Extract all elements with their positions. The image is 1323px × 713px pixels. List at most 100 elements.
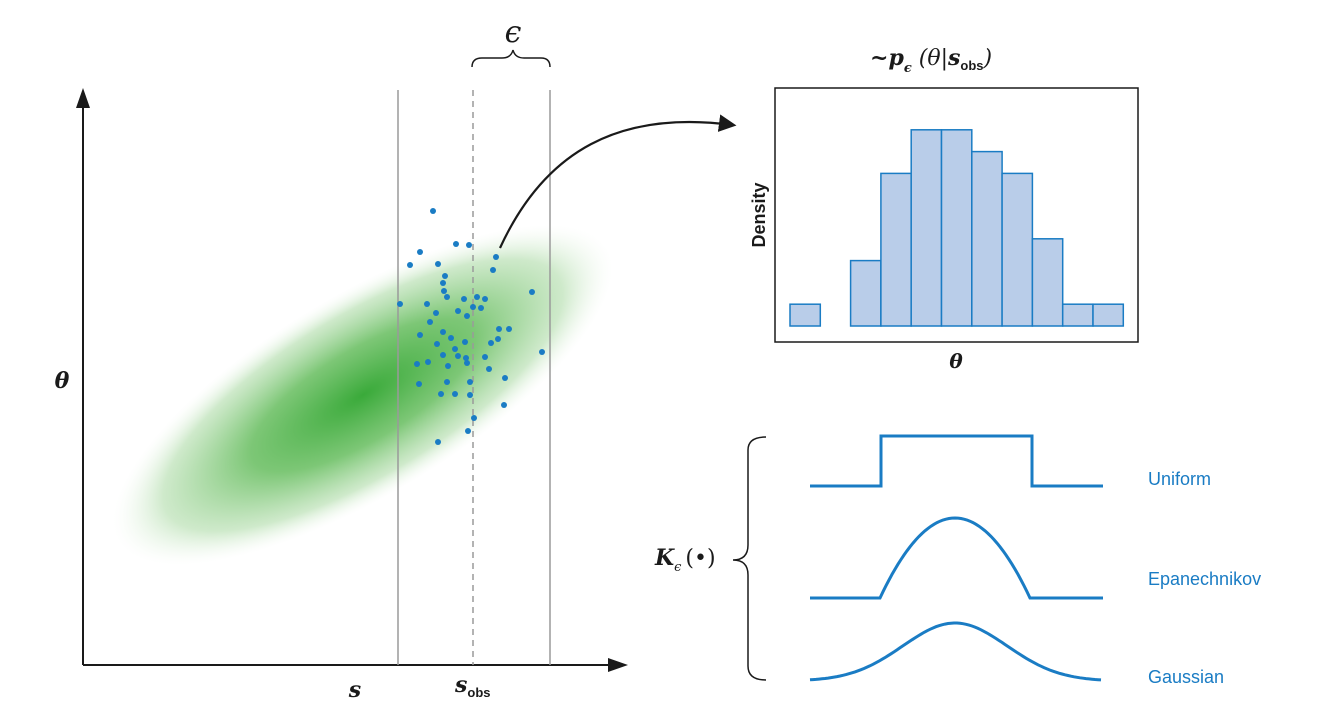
y-axis-arrow [76,88,90,108]
title-p-subscript: ϵ [904,61,912,76]
title-p: p [888,45,904,71]
title-args-close: ) [983,46,993,71]
histogram-panel: ~pϵ (θ|sobs) Density θ [749,45,1139,373]
epanechnikov-kernel-label: Epanechnikov [1148,569,1261,589]
kernel-label-k: K [654,545,675,571]
sample-point [440,280,446,286]
histogram-bar [971,150,1003,327]
sample-point [444,379,450,385]
histogram-bar [880,172,912,327]
x-axis-label: s [348,677,361,703]
kernel-label-arg: (•) [685,546,715,571]
sample-point [486,366,492,372]
sample-point [433,310,439,316]
sample-point [452,346,458,352]
sample-point [435,261,441,267]
sample-point [462,339,468,345]
sample-point [448,335,454,341]
kernel-label-subscript: ϵ [674,560,682,575]
histogram-bar [1001,172,1034,327]
kernel-panel: Kϵ (•) Uniform Epanechnikov Gaussian [654,434,1261,687]
histogram-title: ~pϵ (θ|sobs) [870,45,992,76]
sample-point [427,319,433,325]
sample-point [461,296,467,302]
sample-point [397,301,403,307]
sample-point [417,249,423,255]
histogram-bar [1092,303,1125,327]
sample-point [440,329,446,335]
sample-point [501,402,507,408]
joint-density-ellipse [113,225,613,565]
title-s: s [947,45,960,71]
sample-point [465,428,471,434]
sample-point [464,313,470,319]
sample-point [434,341,440,347]
s-obs-subscript: obs [467,685,490,700]
histogram-bar [1031,238,1064,327]
sample-point [430,208,436,214]
sample-point [455,308,461,314]
title-s-subscript: obs [960,58,983,73]
epsilon-brace [471,49,551,68]
sample-point [496,326,502,332]
epsilon-label: ϵ [505,15,522,50]
histogram-frame [774,87,1139,343]
histogram-bar [1061,303,1094,327]
sample-point [467,379,473,385]
sample-point [442,273,448,279]
s-obs-main: s [454,672,467,698]
sample-point [539,349,545,355]
scatter-panel: ϵ θ s sobs [55,15,737,703]
sample-point [438,391,444,397]
sample-point [502,375,508,381]
sample-point [464,360,470,366]
sample-point [471,415,477,421]
sample-point [467,392,473,398]
sample-point [455,353,461,359]
sample-point [466,242,472,248]
sample-point [506,326,512,332]
sample-point [452,391,458,397]
kernel-brace [732,436,767,681]
arrow-to-histogram [499,114,737,249]
sample-point [414,361,420,367]
sample-point [407,262,413,268]
s-obs-label: sobs [454,672,491,700]
sample-point [470,304,476,310]
sample-point [493,254,499,260]
uniform-kernel-curve [810,434,1103,488]
title-args-open: (θ| [912,46,948,71]
sample-point [435,439,441,445]
histogram-bars [789,129,1125,327]
sample-point [529,289,535,295]
sample-point [474,294,480,300]
sample-point [445,363,451,369]
sample-point [444,294,450,300]
histogram-y-label: Density [749,182,769,247]
sample-point [425,359,431,365]
histogram-bar [910,129,943,327]
gaussian-kernel-label: Gaussian [1148,667,1224,687]
sample-point [482,296,488,302]
sample-point [424,301,430,307]
x-axis-arrow [608,658,628,672]
uniform-kernel-label: Uniform [1148,469,1211,489]
sample-point [463,355,469,361]
histogram-bar [940,129,973,327]
y-axis-label: θ [55,368,70,394]
sample-point [453,241,459,247]
sample-point [490,267,496,273]
sample-point [478,305,484,311]
histogram-bar [789,303,822,327]
sample-point [416,381,422,387]
accepted-samples [397,208,545,445]
sample-point [440,352,446,358]
sample-point [417,332,423,338]
sample-point [495,336,501,342]
epanechnikov-kernel-curve [810,516,1103,600]
histogram-bar [849,259,882,327]
gaussian-kernel-curve [809,621,1102,682]
sample-point [441,288,447,294]
sample-point [482,354,488,360]
